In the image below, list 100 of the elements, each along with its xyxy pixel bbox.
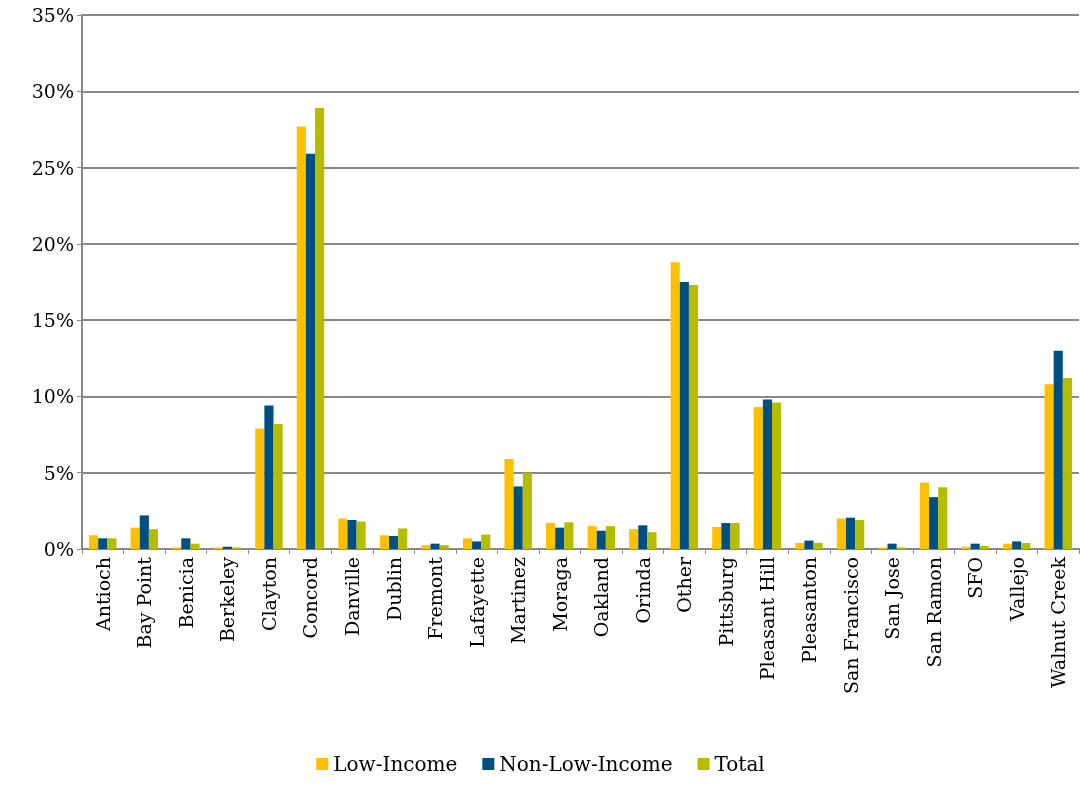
bar: [629, 529, 639, 549]
y-tick-label: 5%: [43, 461, 74, 484]
bar: [181, 538, 191, 549]
x-tick-label: Pittsburg: [714, 557, 737, 647]
x-tick-label: Walnut Creek: [1047, 556, 1070, 689]
x-tick-label: Concord: [299, 557, 322, 639]
bar: [504, 458, 514, 549]
bar: [813, 542, 823, 549]
bar: [421, 545, 431, 549]
bar: [712, 526, 722, 549]
bar: [772, 402, 782, 549]
bar: [605, 526, 615, 549]
bar: [273, 423, 283, 549]
x-tick-label: Pleasanton: [797, 557, 820, 664]
bar: [753, 407, 763, 549]
bar: [388, 536, 399, 549]
bar: [961, 546, 971, 549]
x-tick-label: Orinda: [631, 557, 654, 624]
bar: [887, 543, 897, 549]
bar: [439, 545, 449, 549]
x-tick-label: Vallejo: [1005, 557, 1028, 623]
x-tick-label: Antioch: [91, 557, 114, 632]
bar: [647, 532, 657, 549]
bar: [513, 486, 523, 549]
bar: [970, 543, 980, 549]
legend-label: Low-Income: [333, 752, 458, 776]
bar: [315, 108, 325, 549]
bar: [296, 126, 306, 549]
y-tick-label: 35%: [31, 4, 74, 26]
bar: [98, 538, 108, 549]
bar: [481, 534, 491, 549]
bar: [929, 497, 939, 549]
bar: [721, 523, 731, 549]
x-tick-label: Martinez: [507, 557, 530, 645]
x-tick-label: Benicia: [174, 557, 197, 629]
bar: [1002, 543, 1013, 549]
bar: [679, 282, 689, 549]
bar: [730, 523, 740, 549]
bar: [347, 520, 357, 549]
bar: [107, 538, 117, 549]
y-tick-label: 25%: [31, 156, 74, 179]
bar: [89, 535, 99, 549]
y-tick-label: 20%: [31, 232, 74, 255]
bar: [1012, 541, 1022, 549]
bar: [139, 515, 149, 549]
bar: [596, 530, 606, 549]
x-tick-label: Pleasant Hill: [756, 557, 779, 681]
bar: [564, 522, 574, 549]
bar: [979, 545, 989, 549]
x-tick-label: San Francisco: [839, 557, 862, 694]
x-tick-label: Oakland: [590, 557, 613, 638]
bar: [356, 521, 366, 549]
x-tick-label: Bay Point: [133, 556, 156, 649]
bar: [587, 526, 597, 549]
bar: [855, 520, 865, 549]
bar: [836, 518, 846, 549]
bar: [305, 153, 316, 549]
legend-label: Total: [714, 752, 765, 776]
bar: [398, 528, 408, 549]
bar: [148, 529, 159, 549]
x-tick-label: Clayton: [257, 557, 280, 631]
x-tick-label: Other: [673, 556, 696, 613]
bar: [762, 399, 773, 549]
bar: [845, 517, 856, 549]
bar: [638, 525, 648, 549]
bar: [938, 487, 948, 549]
bar: [804, 540, 814, 549]
x-tick-label: SFO: [964, 557, 987, 599]
y-tick-label: 10%: [31, 385, 74, 408]
bar: [1053, 350, 1063, 549]
x-tick-label: Dublin: [382, 557, 405, 622]
bar: [555, 527, 565, 549]
y-tick-label: 30%: [31, 80, 74, 103]
bar: [190, 543, 200, 549]
bar: [264, 405, 274, 549]
x-tick-label: Danville: [341, 557, 364, 637]
bar: [130, 527, 140, 549]
bar: [546, 523, 556, 549]
bar: [255, 428, 265, 549]
bar: [472, 541, 482, 549]
y-tick-label: 0%: [43, 538, 74, 560]
bar: [430, 543, 440, 549]
legend-label: Non-Low-Income: [499, 752, 673, 776]
x-tick-label: San Ramon: [922, 557, 945, 668]
bar: [1021, 542, 1031, 549]
x-tick-label: San Jose: [881, 557, 904, 640]
bar: [1044, 384, 1054, 549]
bar: [688, 285, 699, 549]
bar: [1062, 378, 1072, 549]
bar: [795, 542, 805, 549]
x-tick-label: Lafayette: [465, 557, 488, 648]
bar: [670, 262, 680, 549]
x-tick-label: Berkeley: [216, 556, 239, 643]
bar: [338, 518, 348, 549]
bar: [919, 482, 930, 549]
bar: [462, 538, 473, 549]
x-tick-label: Fremont: [424, 556, 447, 640]
y-tick-label: 15%: [31, 309, 74, 332]
x-tick-label: Moraga: [548, 557, 571, 632]
bar: [522, 472, 532, 549]
